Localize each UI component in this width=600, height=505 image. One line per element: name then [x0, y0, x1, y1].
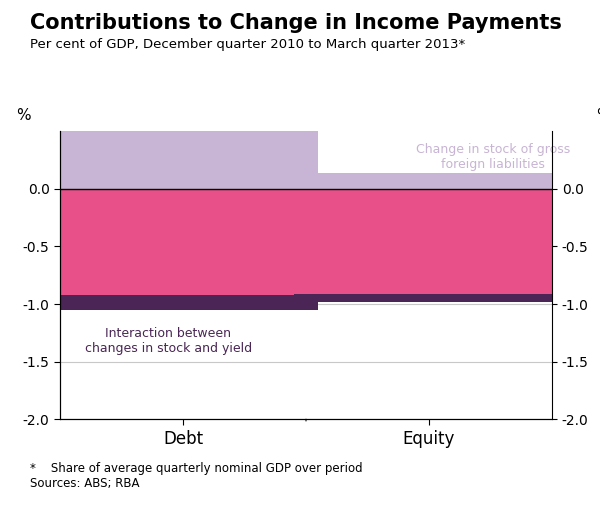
Bar — [294, 173, 564, 189]
Bar — [47, 189, 319, 295]
Bar — [294, 293, 564, 301]
Text: Sources: ABS; RBA: Sources: ABS; RBA — [30, 477, 139, 490]
Text: *    Share of average quarterly nominal GDP over period: * Share of average quarterly nominal GDP… — [30, 462, 362, 475]
Text: Change in stock of gross
foreign liabilities: Change in stock of gross foreign liabili… — [416, 142, 570, 171]
Text: Contributions to Change in Income Payments: Contributions to Change in Income Paymen… — [30, 13, 562, 33]
Text: %: % — [16, 108, 31, 123]
Bar — [47, 295, 319, 310]
Text: Interaction between
changes in stock and yield: Interaction between changes in stock and… — [85, 327, 252, 355]
Text: Per cent of GDP, December quarter 2010 to March quarter 2013*: Per cent of GDP, December quarter 2010 t… — [30, 38, 465, 51]
Text: Change in
average yield
paid: Change in average yield paid — [295, 211, 381, 254]
Bar — [47, 126, 319, 189]
Text: %: % — [596, 108, 600, 123]
Bar — [294, 189, 564, 293]
